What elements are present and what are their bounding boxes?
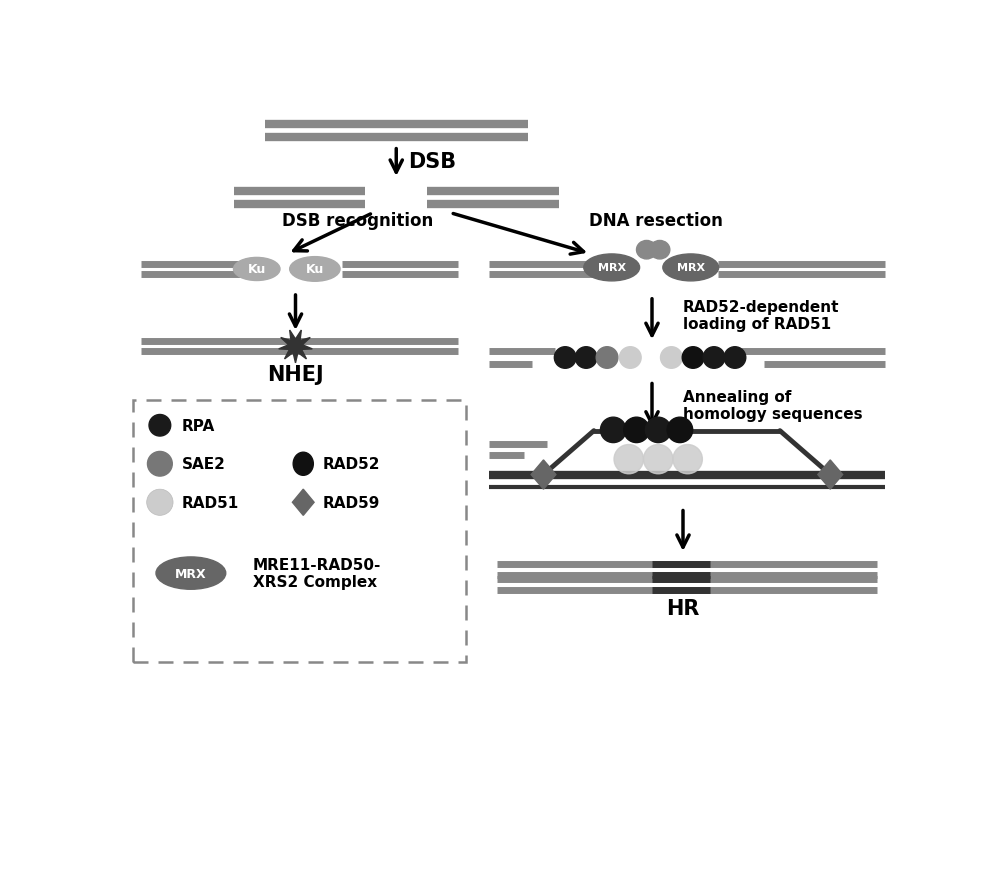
Ellipse shape	[637, 242, 657, 260]
Text: Ku: Ku	[248, 263, 266, 276]
Text: DNA resection: DNA resection	[589, 212, 723, 230]
Ellipse shape	[293, 453, 313, 475]
Text: RAD52: RAD52	[323, 457, 380, 472]
Text: HR: HR	[666, 598, 700, 618]
Ellipse shape	[650, 242, 670, 260]
FancyBboxPatch shape	[133, 401, 466, 662]
Text: RAD52-dependent
loading of RAD51: RAD52-dependent loading of RAD51	[683, 300, 840, 332]
Polygon shape	[531, 461, 556, 489]
Ellipse shape	[234, 258, 280, 282]
Ellipse shape	[663, 255, 719, 282]
Circle shape	[147, 489, 173, 516]
Text: MRE11-RAD50-
XRS2 Complex: MRE11-RAD50- XRS2 Complex	[253, 557, 381, 590]
Ellipse shape	[290, 257, 340, 282]
Text: RPA: RPA	[182, 418, 215, 434]
Circle shape	[147, 452, 172, 476]
Circle shape	[667, 418, 693, 443]
Text: DSB: DSB	[408, 152, 456, 172]
Text: MRX: MRX	[175, 567, 207, 580]
Text: DSB recognition: DSB recognition	[282, 212, 433, 230]
Polygon shape	[818, 461, 843, 489]
Text: RAD59: RAD59	[323, 495, 380, 510]
Polygon shape	[292, 489, 314, 516]
Polygon shape	[279, 330, 312, 363]
Circle shape	[703, 348, 725, 368]
Circle shape	[575, 348, 597, 368]
Circle shape	[661, 348, 682, 368]
Circle shape	[149, 415, 171, 436]
Circle shape	[554, 348, 576, 368]
Circle shape	[600, 418, 626, 443]
Text: MRX: MRX	[677, 263, 705, 273]
Text: SAE2: SAE2	[182, 457, 225, 472]
Text: NHEJ: NHEJ	[267, 365, 324, 385]
Text: MRX: MRX	[598, 263, 626, 273]
Ellipse shape	[156, 557, 226, 589]
Circle shape	[624, 418, 649, 443]
Circle shape	[673, 445, 702, 474]
Circle shape	[643, 445, 673, 474]
Circle shape	[682, 348, 704, 368]
Ellipse shape	[584, 255, 640, 282]
Circle shape	[645, 418, 671, 443]
Circle shape	[614, 445, 643, 474]
Circle shape	[596, 348, 618, 368]
Circle shape	[724, 348, 746, 368]
Circle shape	[619, 348, 641, 368]
Text: Annealing of
homology sequences: Annealing of homology sequences	[683, 389, 863, 422]
Text: Ku: Ku	[306, 263, 324, 276]
Text: RAD51: RAD51	[182, 495, 239, 510]
